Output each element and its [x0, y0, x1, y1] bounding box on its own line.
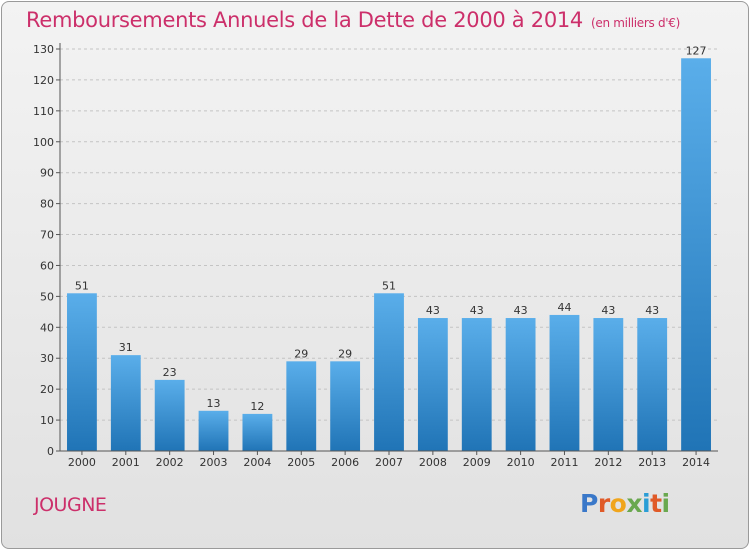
- data-label-2007: 51: [382, 279, 396, 292]
- bar-2009: [461, 318, 492, 451]
- x-tick-label-2008: 2008: [419, 456, 447, 469]
- logo-letter: i: [642, 489, 651, 518]
- bar-2010: [505, 318, 536, 451]
- x-tick-label-2004: 2004: [243, 456, 271, 469]
- data-label-2005: 29: [294, 347, 308, 360]
- proxiti-logo: Proxiti: [580, 489, 670, 518]
- bar-2007: [374, 293, 404, 451]
- x-tick-label-2000: 2000: [68, 456, 96, 469]
- y-tick-label: 130: [33, 43, 54, 56]
- data-label-2009: 43: [470, 304, 484, 317]
- y-tick-label: 70: [40, 229, 54, 242]
- bar-2005: [286, 361, 317, 451]
- bars: [67, 58, 711, 452]
- y-tick-label: 120: [33, 74, 54, 87]
- bar-2011: [549, 314, 580, 451]
- y-tick-label: 90: [40, 167, 54, 180]
- data-label-2004: 12: [250, 400, 264, 413]
- data-label-2006: 29: [338, 347, 352, 360]
- logo-letter: i: [661, 489, 671, 518]
- commune-name: JOUGNE: [34, 494, 107, 516]
- logo-letter: P: [580, 489, 598, 518]
- chart-title: Remboursements Annuels de la Dette de 20…: [26, 8, 680, 32]
- bar-2013: [637, 318, 668, 451]
- bar-2001: [110, 355, 141, 451]
- data-label-2011: 44: [557, 301, 571, 314]
- x-tick-label-2006: 2006: [331, 456, 359, 469]
- y-tick-label: 30: [40, 352, 54, 365]
- y-tick-label: 20: [40, 383, 54, 396]
- bar-2000: [67, 293, 97, 451]
- axes: 0 10 20 30 40 50 60 70 80 90 100 110 120 130 2000 2001 2…: [33, 43, 718, 469]
- chart-subtitle: (en milliers d'€): [591, 16, 681, 30]
- x-tick-label-2007: 2007: [375, 456, 403, 469]
- x-tick-label-2010: 2010: [507, 456, 535, 469]
- y-tick-label: 60: [40, 259, 54, 272]
- bar-2004: [242, 413, 273, 451]
- y-tick-label: 40: [40, 321, 54, 334]
- bar-2002: [154, 379, 185, 451]
- logo-letter: t: [650, 489, 662, 518]
- y-tick-label: 80: [40, 198, 54, 211]
- data-label-2012: 43: [601, 304, 615, 317]
- x-tick-label-2014: 2014: [682, 456, 710, 469]
- x-tick-label-2009: 2009: [463, 456, 491, 469]
- data-labels: 51 31 23 13 12 29 29 51 43 43 43 44 43 43 127: [75, 44, 707, 413]
- x-tick-label-2003: 2003: [200, 456, 228, 469]
- x-tick-label-2002: 2002: [156, 456, 184, 469]
- x-tick-label-2011: 2011: [550, 456, 578, 469]
- x-tick-label-2012: 2012: [594, 456, 622, 469]
- data-label-2001: 31: [119, 341, 133, 354]
- data-label-2010: 43: [514, 304, 528, 317]
- bar-2014: [681, 58, 711, 452]
- logo-letter: o: [609, 489, 627, 518]
- y-tick-label: 0: [47, 445, 54, 458]
- y-tick-label: 110: [33, 105, 54, 118]
- data-label-2003: 13: [207, 397, 221, 410]
- data-label-2000: 51: [75, 279, 89, 292]
- data-label-2013: 43: [645, 304, 659, 317]
- y-tick-label: 10: [40, 414, 54, 427]
- data-label-2008: 43: [426, 304, 440, 317]
- x-tick-label-2013: 2013: [638, 456, 666, 469]
- bar-2008: [417, 318, 448, 451]
- bar-2003: [198, 410, 229, 451]
- bar-2012: [593, 318, 624, 451]
- y-tick-label: 50: [40, 290, 54, 303]
- data-label-2002: 23: [163, 366, 177, 379]
- x-tick-label-2005: 2005: [287, 456, 315, 469]
- y-tick-label: 100: [33, 136, 54, 149]
- data-label-2014: 127: [686, 44, 707, 57]
- logo-letter: x: [626, 489, 642, 518]
- bar-2006: [330, 361, 361, 451]
- x-tick-label-2001: 2001: [112, 456, 140, 469]
- chart-title-text: Remboursements Annuels de la Dette de 20…: [26, 8, 583, 32]
- logo-letter: r: [597, 489, 610, 518]
